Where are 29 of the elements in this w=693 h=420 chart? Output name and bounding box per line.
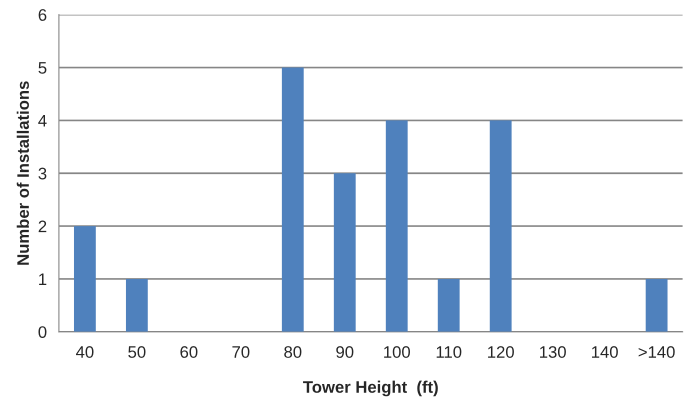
y-tick-label: 6 xyxy=(38,9,46,21)
y-tick-label: 2 xyxy=(38,220,46,232)
y-axis-title: Number of Installations xyxy=(16,81,29,265)
bar xyxy=(74,226,96,332)
x-tick-label: 40 xyxy=(76,346,94,358)
x-tick-label: 70 xyxy=(232,346,250,358)
x-tick-label: 110 xyxy=(436,346,462,358)
x-tick-label: 120 xyxy=(488,346,514,358)
x-tick-label: 90 xyxy=(336,346,354,358)
bar xyxy=(438,278,460,332)
bar xyxy=(646,278,668,332)
x-tick-label: 140 xyxy=(592,346,618,358)
y-tick-label: 5 xyxy=(38,62,46,74)
y-tick-label: 0 xyxy=(38,326,46,338)
x-axis-title: Tower Height (ft) xyxy=(303,380,438,396)
y-tick-label: 4 xyxy=(38,114,47,126)
y-tick-label: 1 xyxy=(39,274,46,285)
bar xyxy=(282,68,304,332)
y-tick-label: 3 xyxy=(38,168,46,180)
bar xyxy=(126,278,148,332)
x-tick-label: >140 xyxy=(638,346,675,358)
x-tick-label: 130 xyxy=(540,346,566,358)
x-tick-label: 60 xyxy=(180,346,198,358)
bar xyxy=(386,120,408,332)
bar xyxy=(334,173,356,332)
x-tick-label: 80 xyxy=(284,346,302,358)
x-tick-label: 50 xyxy=(128,346,146,358)
x-tick-label: 100 xyxy=(384,346,410,358)
bar xyxy=(490,120,512,332)
